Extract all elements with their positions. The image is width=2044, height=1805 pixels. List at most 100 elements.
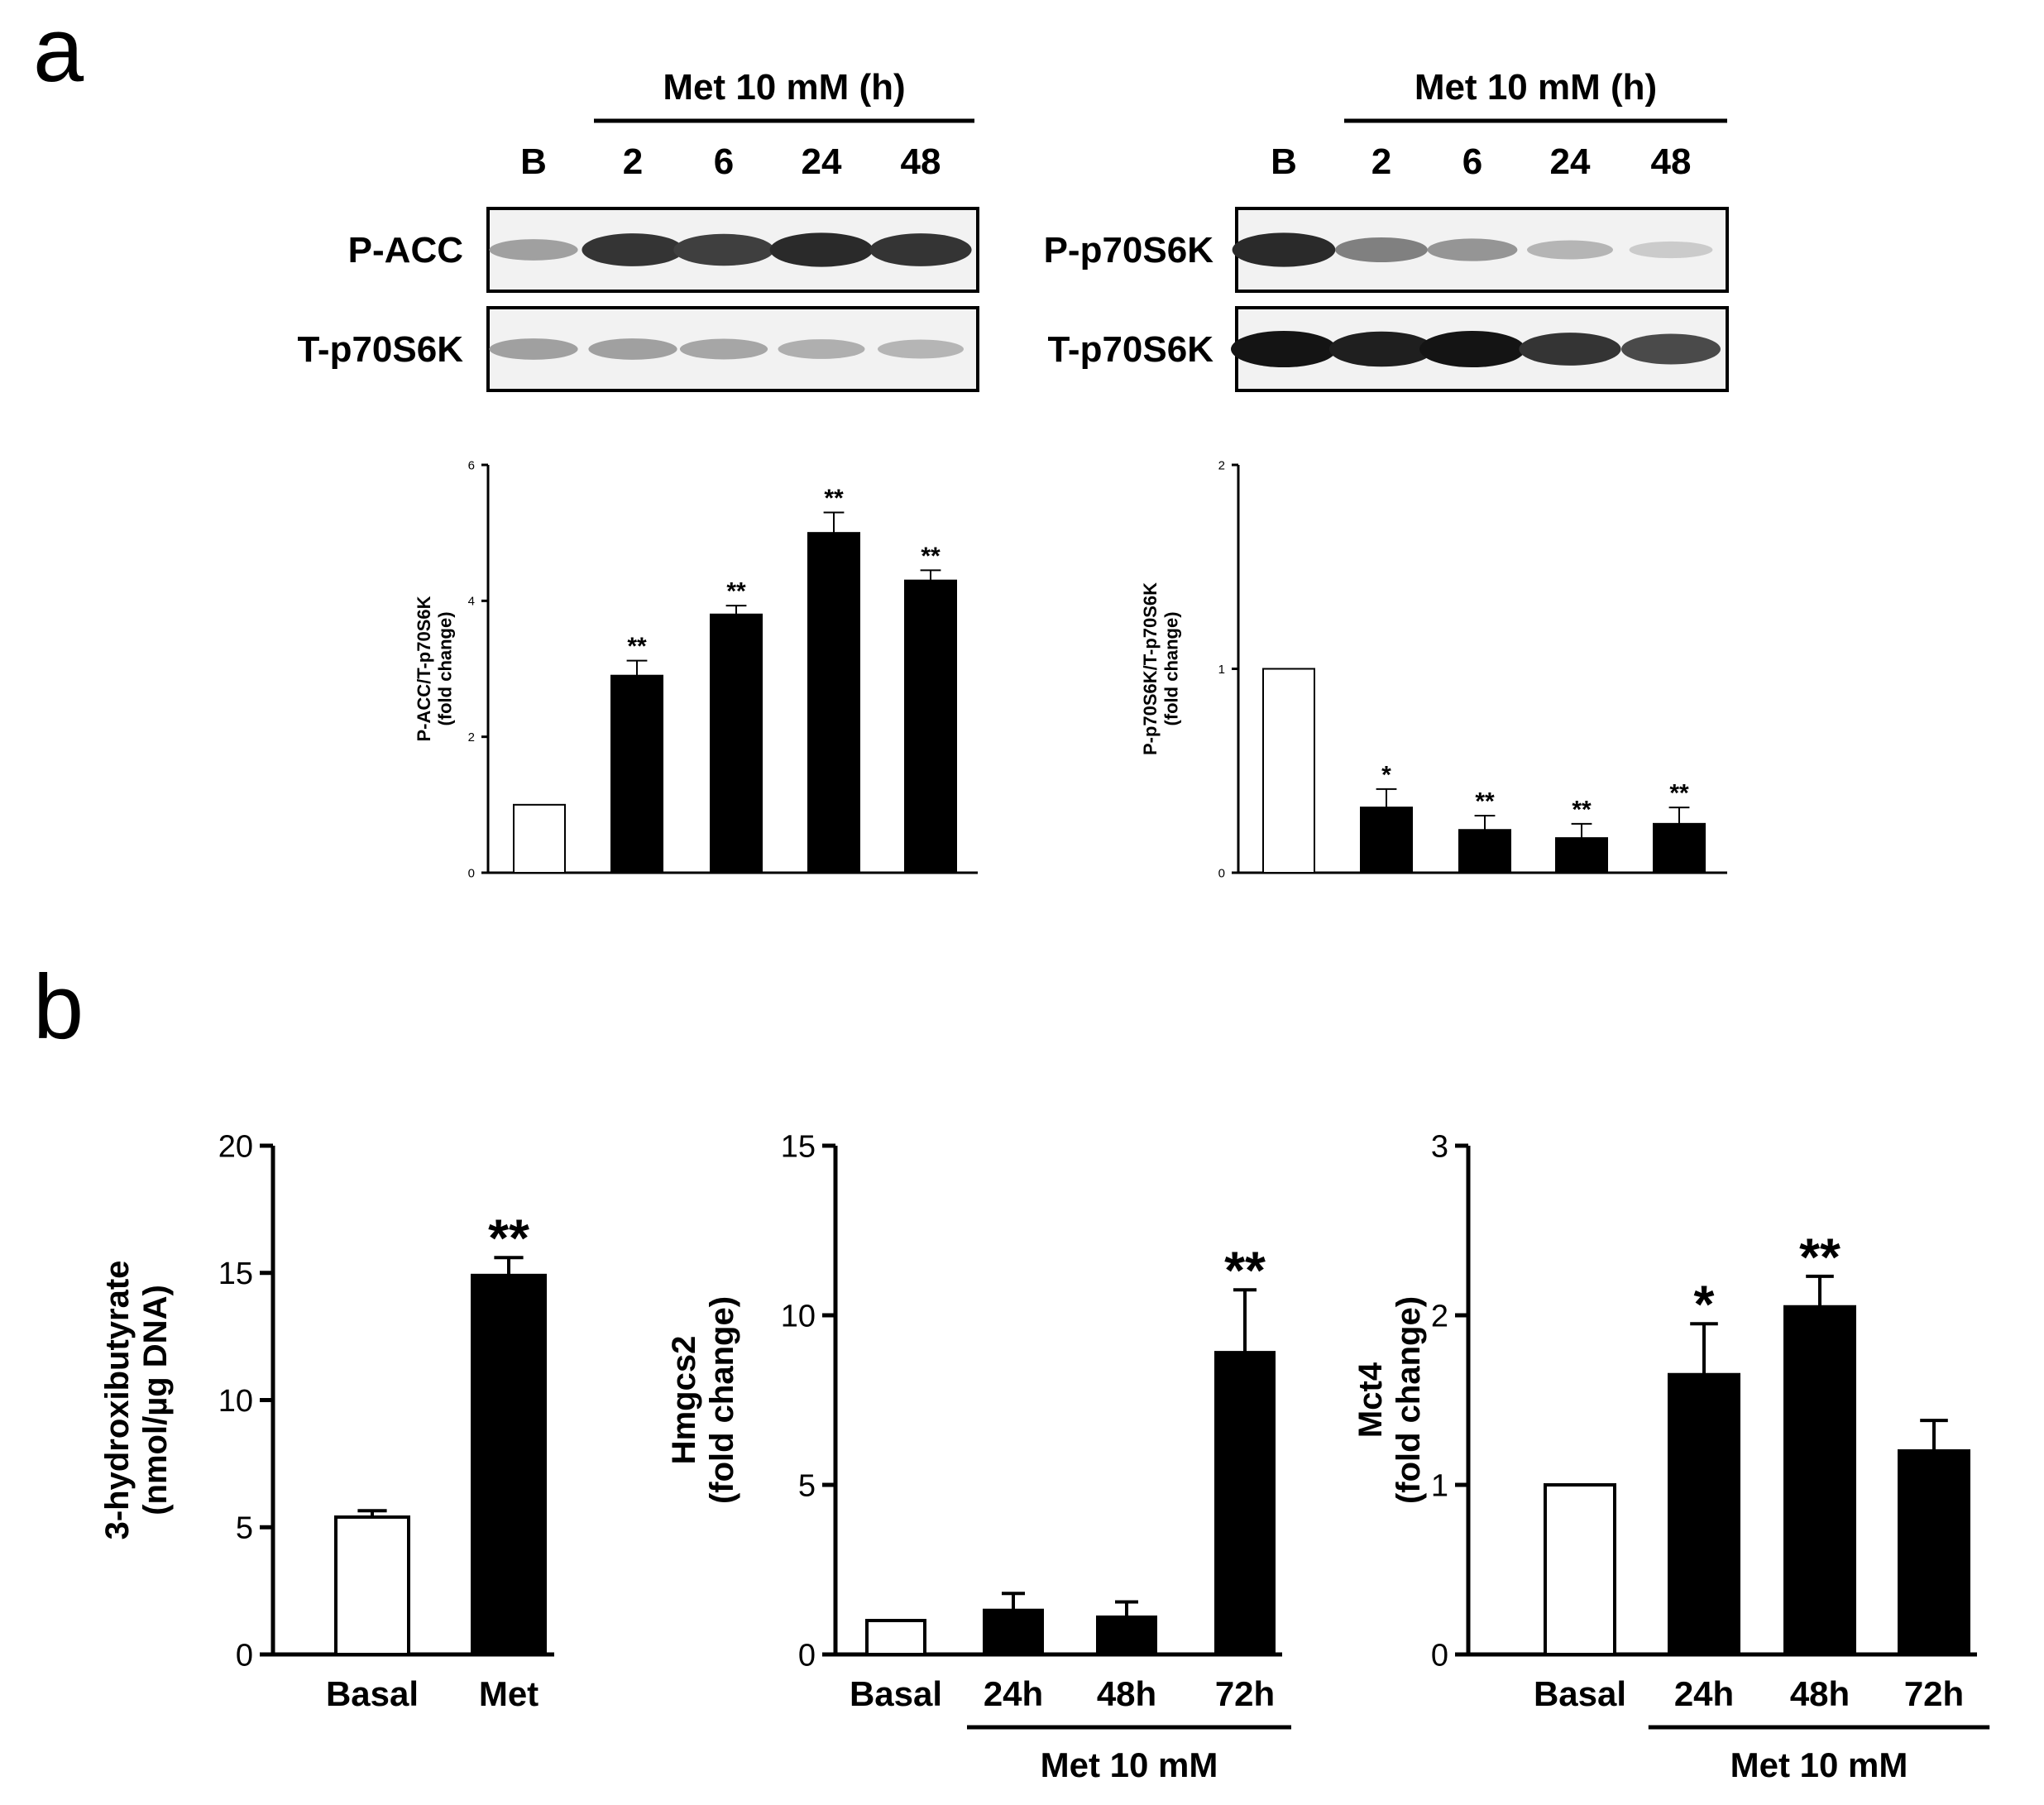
y-tick-label: 2	[1218, 458, 1225, 472]
category-label: 48h	[1790, 1674, 1850, 1713]
y-tick-label: 0	[798, 1638, 816, 1673]
y-tick-label: 2	[468, 730, 475, 745]
lane-label: B	[1271, 141, 1297, 182]
lane-label: B	[520, 141, 547, 182]
blot-row-label: T-p70S6K	[1047, 329, 1213, 370]
category-label: Met	[479, 1674, 539, 1713]
blot-band	[1328, 331, 1434, 367]
blot-2: Met 10 mM (h) B 2 6 24 48 P-p70S6K T-p70S6K	[1044, 67, 1729, 392]
lane-label: 48	[901, 141, 941, 182]
bar	[1555, 837, 1608, 874]
lane-label: 6	[714, 141, 734, 182]
blot-band	[673, 233, 774, 266]
y-tick-label: 6	[468, 458, 475, 472]
bar	[865, 1619, 926, 1656]
y-tick-label: 4	[468, 595, 475, 609]
bar	[1458, 829, 1511, 874]
category-label: Basal	[326, 1674, 419, 1713]
significance-marker: **	[488, 1209, 529, 1268]
blot-band	[582, 233, 684, 266]
bar	[1262, 668, 1315, 874]
blot-band	[1419, 331, 1525, 367]
significance-marker: **	[1475, 788, 1495, 815]
y-tick-label: 0	[236, 1638, 253, 1673]
blot-header-label: Met 10 mM (h)	[663, 67, 905, 108]
significance-marker: **	[921, 543, 941, 570]
bar	[1783, 1305, 1856, 1656]
blot-band	[878, 339, 964, 359]
category-label: 48h	[1097, 1674, 1156, 1713]
chart-4: 0 5 10 15 Hmgcs2(fold change) Basal 24h 48h ** 72…	[666, 1129, 1291, 1784]
significance-marker: *	[1381, 761, 1391, 788]
blot-band	[769, 232, 874, 267]
y-axis-label: P-ACC/T-p70S6K(fold change)	[414, 596, 455, 741]
significance-marker: *	[1694, 1275, 1715, 1334]
bar	[1653, 822, 1706, 874]
significance-marker: **	[627, 633, 647, 660]
chart-3: 0 5 10 15 20 3-hydroxibutyrate(nmol/µg DNA) Ba…	[99, 1129, 554, 1713]
category-label: Basal	[1534, 1674, 1626, 1713]
chart-5: 0 1 2 3 Mct4(fold change) Basal * 24h ** 48h 72h Me…	[1352, 1129, 1990, 1784]
y-tick-label: 10	[218, 1384, 253, 1419]
blot-1: Met 10 mM (h) B 2 6 24 48 P-ACC T-p70S6K	[297, 67, 979, 392]
significance-marker: **	[1572, 796, 1592, 823]
y-tick-label: 5	[236, 1511, 253, 1546]
blot-band	[1427, 238, 1518, 261]
lane-label: 2	[1371, 141, 1391, 182]
bar	[1544, 1483, 1616, 1656]
bar	[710, 613, 763, 874]
bar	[1898, 1449, 1970, 1656]
category-label: 24h	[984, 1674, 1043, 1713]
blot-band	[869, 233, 972, 266]
bar	[471, 1273, 547, 1656]
y-tick-label: 1	[1218, 663, 1225, 677]
y-tick-label: 0	[468, 866, 475, 880]
blot-band	[1231, 331, 1337, 367]
blot-row-label: T-p70S6K	[297, 329, 463, 370]
lane-label: 2	[623, 141, 643, 182]
significance-marker: **	[726, 578, 746, 606]
panel-label-b: b	[33, 956, 84, 1058]
significance-marker: **	[1224, 1241, 1266, 1300]
y-axis-label: Mct4(fold change)	[1352, 1296, 1427, 1504]
category-label: 24h	[1674, 1674, 1734, 1713]
y-tick-label: 15	[781, 1129, 816, 1164]
y-tick-label: 0	[1431, 1638, 1448, 1673]
y-axis-label: P-p70S6K/T-p70S6K(fold change)	[1140, 582, 1181, 755]
blot-band	[778, 339, 865, 359]
category-label: 72h	[1215, 1674, 1275, 1713]
significance-marker: **	[1669, 780, 1689, 807]
blot-row-label: P-ACC	[348, 230, 463, 271]
bar	[807, 532, 860, 874]
blot-band	[1232, 232, 1336, 267]
category-label: Basal	[850, 1674, 942, 1713]
y-tick-label: 20	[218, 1129, 253, 1164]
y-tick-label: 10	[781, 1299, 816, 1333]
y-tick-label: 2	[1431, 1299, 1448, 1333]
blot-band	[489, 239, 578, 261]
y-tick-label: 0	[1218, 866, 1225, 880]
y-axis-label: 3-hydroxibutyrate(nmol/µg DNA)	[99, 1261, 174, 1540]
significance-marker: **	[1799, 1227, 1841, 1286]
y-axis-label: Hmgcs2(fold change)	[666, 1296, 740, 1504]
lane-label: 24	[802, 141, 842, 182]
blot-row-label: P-p70S6K	[1044, 230, 1214, 271]
group-label: Met 10 mM	[1041, 1745, 1218, 1784]
bar	[1214, 1351, 1276, 1656]
group-label: Met 10 mM	[1730, 1745, 1908, 1784]
category-label: 72h	[1904, 1674, 1964, 1713]
blot-band	[679, 338, 768, 360]
blot-header-label: Met 10 mM (h)	[1415, 67, 1657, 108]
y-tick-label: 1	[1431, 1468, 1448, 1503]
y-tick-label: 3	[1431, 1129, 1448, 1164]
y-tick-label: 15	[218, 1257, 253, 1291]
blot-band	[1527, 240, 1613, 260]
blot-band	[1519, 333, 1621, 366]
blot-band	[1335, 237, 1428, 262]
bar	[610, 674, 663, 874]
blot-band	[588, 338, 677, 360]
